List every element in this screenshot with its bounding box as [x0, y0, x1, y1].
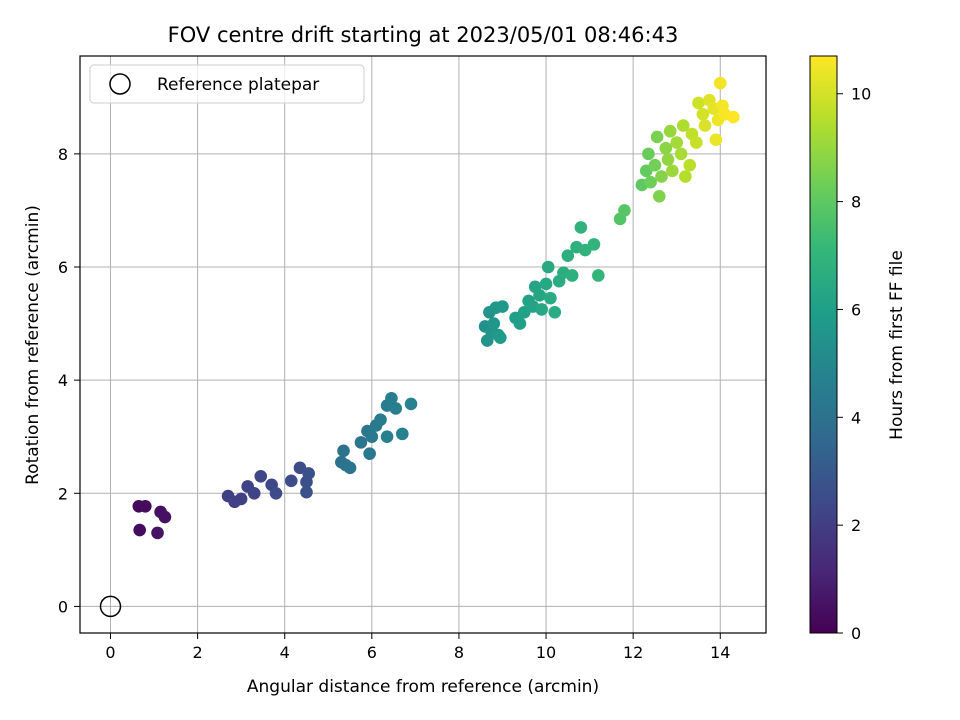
- legend-entry-reference: Reference platepar: [157, 75, 319, 95]
- colorbar-tick-label: 2: [851, 516, 861, 535]
- data-point: [151, 526, 164, 540]
- data-point: [648, 158, 662, 172]
- y-tick-label: 8: [58, 145, 68, 164]
- data-point: [343, 461, 357, 475]
- data-point: [302, 467, 315, 480]
- data-point: [513, 317, 527, 330]
- data-point: [247, 486, 261, 500]
- colorbar-ticks: 0 2 4 6 8 10: [837, 85, 871, 643]
- data-point: [544, 291, 557, 305]
- data-point: [389, 402, 403, 415]
- data-point: [692, 96, 705, 110]
- legend-marker: [109, 73, 131, 95]
- data-point: [541, 260, 555, 274]
- data-point: [663, 124, 677, 138]
- data-point: [365, 430, 379, 444]
- x-tick-label: 8: [454, 643, 464, 662]
- data-point: [539, 277, 553, 291]
- data-point: [158, 510, 172, 524]
- x-tick-label: 0: [105, 643, 115, 662]
- data-point: [642, 147, 655, 161]
- data-point: [254, 470, 268, 483]
- data-point: [133, 523, 146, 537]
- data-point: [709, 133, 723, 147]
- data-point: [652, 189, 666, 203]
- data-point: [690, 136, 703, 149]
- plot-frame: [79, 55, 767, 634]
- data-point: [374, 413, 387, 427]
- y-tick-label: 6: [58, 258, 68, 277]
- data-point: [698, 119, 712, 132]
- legend-box: [89, 64, 365, 104]
- data-point: [494, 331, 507, 345]
- data-point: [655, 170, 668, 183]
- data-point: [644, 175, 657, 189]
- colorbar-tick-label: 10: [851, 85, 871, 104]
- data-point: [659, 141, 673, 155]
- x-tick-label: 6: [367, 643, 377, 662]
- data-point: [696, 107, 710, 121]
- x-tick-label: 12: [623, 643, 643, 662]
- y-tick-label: 4: [58, 371, 68, 390]
- chart-title: FOV centre drift starting at 2023/05/01 …: [168, 23, 679, 47]
- x-tick-label: 14: [710, 643, 730, 662]
- data-point: [683, 158, 697, 172]
- data-point: [396, 427, 409, 441]
- data-point: [284, 474, 298, 488]
- data-point: [385, 391, 398, 405]
- data-point: [676, 119, 690, 132]
- data-point: [679, 170, 692, 183]
- legend: Reference platepar: [89, 64, 365, 104]
- x-tick-label: 10: [536, 643, 556, 662]
- data-point: [354, 436, 368, 449]
- data-point: [300, 485, 313, 499]
- y-axis-label: Rotation from reference (arcmin): [23, 205, 43, 485]
- data-point: [533, 288, 546, 302]
- colorbar-tick-label: 6: [851, 300, 861, 319]
- colorbar-tick-label: 0: [851, 624, 861, 643]
- reference-marker: [99, 595, 122, 618]
- data-point: [363, 447, 376, 460]
- data-point: [139, 499, 152, 513]
- data-point: [727, 110, 740, 124]
- data-point: [380, 430, 394, 444]
- y-tick-label: 2: [58, 484, 68, 503]
- x-tick-label: 4: [280, 643, 290, 662]
- data-point: [487, 317, 501, 330]
- data-point: [234, 492, 248, 506]
- data-point: [565, 269, 579, 282]
- data-point: [650, 130, 664, 144]
- data-point: [674, 147, 688, 161]
- y-tick-label: 0: [58, 597, 68, 616]
- colorbar: 0 2 4 6 8 10 Hours from first FF file: [809, 55, 907, 643]
- data-point: [618, 204, 631, 217]
- data-point: [574, 221, 588, 234]
- data-point: [548, 305, 562, 319]
- data-point: [661, 153, 675, 166]
- colorbar-tick-label: 8: [851, 193, 861, 212]
- axes: 0 2 4 6 8 10 12 14 0 2 4 6 8: [58, 55, 767, 662]
- data-point: [713, 76, 727, 90]
- data-point: [561, 249, 575, 262]
- data-point: [587, 238, 601, 251]
- data-point: [535, 303, 548, 316]
- colorbar-tick-label: 4: [851, 408, 861, 427]
- data-point: [496, 300, 509, 313]
- data-point: [269, 486, 283, 500]
- data-point: [337, 444, 350, 458]
- colorbar-label: Hours from first FF file: [887, 250, 907, 440]
- data-point: [666, 164, 679, 178]
- data-point: [404, 397, 418, 411]
- x-axis-label: Angular distance from reference (arcmin): [247, 677, 599, 697]
- colorbar-gradient: [809, 55, 838, 634]
- data-points: [132, 76, 740, 540]
- x-tick-label: 2: [193, 643, 203, 662]
- data-point: [592, 269, 605, 282]
- data-point: [670, 136, 684, 149]
